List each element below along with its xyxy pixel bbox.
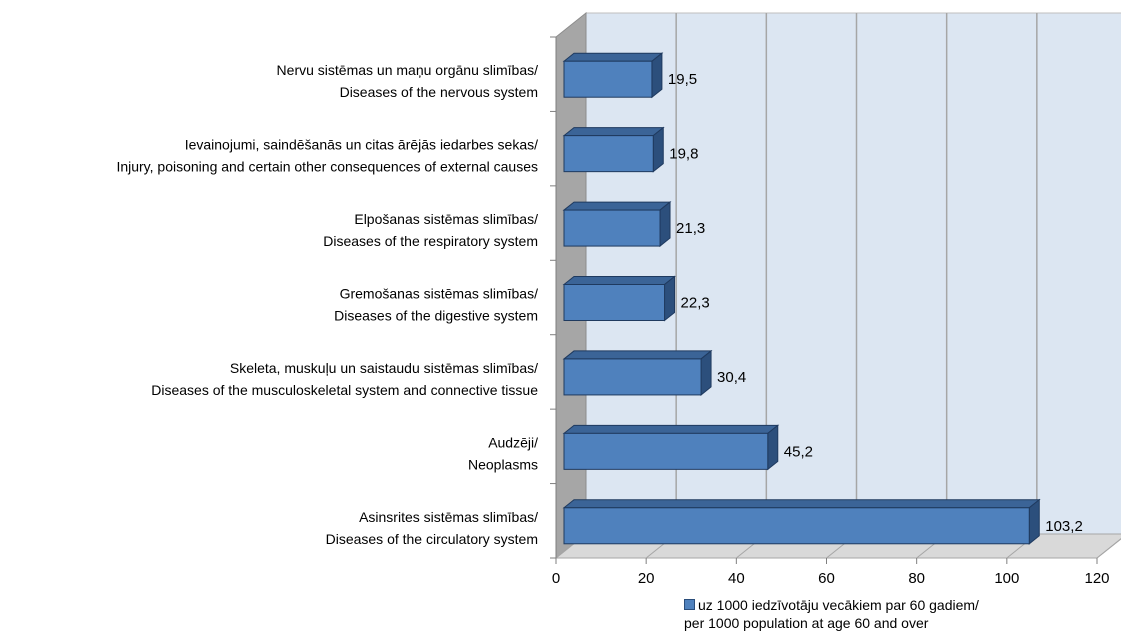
bar-side: [652, 126, 664, 173]
category-label: Gremošanas sistēmas slimības/Diseases of…: [334, 286, 538, 324]
category-label-line: Nervu sistēmas un maņu orgānu slimības/: [277, 62, 539, 78]
bar: [563, 135, 654, 173]
bar: [563, 358, 702, 396]
legend-label-line: per 1000 population at age 60 and over: [684, 615, 929, 631]
bar: [563, 60, 653, 98]
bar: [563, 209, 661, 247]
category-label: Asinsrites sistēmas slimības/Diseases of…: [326, 509, 539, 547]
x-tick-label: 0: [552, 570, 560, 587]
x-tick-label: 80: [908, 570, 925, 587]
bar-side: [700, 349, 712, 396]
category-label: Elpošanas sistēmas slimības/Diseases of …: [323, 211, 538, 249]
bar-side: [651, 52, 663, 99]
bar-top: [562, 52, 664, 62]
category-label: Audzēji/Neoplasms: [468, 434, 538, 472]
data-label: 22,3: [681, 295, 710, 312]
category-label-line: Elpošanas sistēmas slimības/: [354, 211, 538, 227]
data-label: 21,3: [676, 220, 705, 237]
bar-top: [562, 424, 780, 434]
bar-top: [562, 127, 665, 137]
bar-side: [767, 424, 779, 471]
bar-side: [1028, 498, 1040, 545]
bar-top: [562, 350, 713, 360]
bar: [563, 284, 666, 321]
category-label-line: Injury, poisoning and certain other cons…: [116, 159, 538, 175]
category-label-line: Ievainojumi, saindēšanās un citas ārējās…: [185, 137, 538, 153]
category-label-line: Audzēji/: [488, 434, 538, 450]
category-label-line: Asinsrites sistēmas slimības/: [359, 509, 538, 525]
bar: [563, 507, 1030, 545]
floor-gridline: [1096, 538, 1121, 559]
legend-swatch: [684, 599, 695, 610]
bar-top: [562, 201, 672, 211]
category-label: Skeleta, muskuļu un saistaudu sistēmas s…: [151, 360, 538, 398]
bar-side: [659, 201, 671, 248]
data-label: 19,5: [668, 71, 697, 88]
category-label: Nervu sistēmas un maņu orgānu slimības/D…: [277, 62, 539, 100]
category-label-line: Neoplasms: [468, 456, 538, 472]
x-tick-label: 40: [728, 570, 745, 587]
data-label: 45,2: [784, 443, 813, 460]
legend-label: uz 1000 iedzīvotāju vecākiem par 60 gadi…: [684, 597, 979, 631]
data-label: 103,2: [1045, 518, 1083, 535]
x-tick-label: 60: [818, 570, 835, 587]
x-tick-label: 120: [1084, 570, 1109, 587]
category-label-line: Skeleta, muskuļu un saistaudu sistēmas s…: [230, 360, 538, 376]
bar-side: [664, 275, 676, 322]
category-label-line: Diseases of the respiratory system: [323, 233, 538, 249]
category-label-line: Diseases of the digestive system: [334, 308, 538, 324]
bar-top: [562, 499, 1041, 509]
x-tick-label: 100: [994, 570, 1019, 587]
category-label-line: Gremošanas sistēmas slimības/: [340, 286, 539, 302]
category-label-line: Diseases of the nervous system: [340, 84, 538, 100]
data-label: 19,8: [669, 146, 698, 163]
bar-top: [562, 276, 676, 285]
x-tick-label: 20: [638, 570, 655, 587]
category-label-line: Diseases of the musculoskeletal system a…: [151, 382, 538, 398]
data-label: 30,4: [717, 369, 746, 386]
bar: [563, 432, 769, 470]
category-label: Ievainojumi, saindēšanās un citas ārējās…: [116, 137, 538, 175]
legend: uz 1000 iedzīvotāju vecākiem par 60 gadi…: [684, 596, 1104, 632]
category-label-line: Diseases of the circulatory system: [326, 531, 538, 547]
